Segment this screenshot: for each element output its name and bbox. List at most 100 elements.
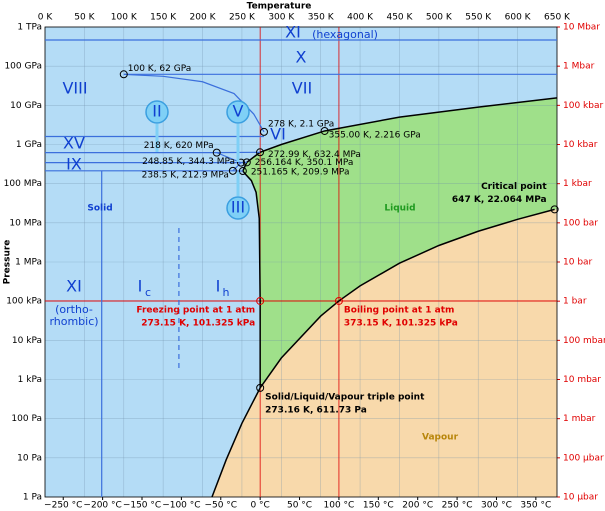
x-tick-label: 450 K	[386, 13, 413, 23]
x2-tick-label: 350 °C	[520, 501, 551, 511]
x2-tick-label: 250 °C	[442, 501, 473, 511]
point-label: 100 K, 62 GPa	[128, 64, 191, 74]
point	[228, 166, 237, 175]
grid	[44, 26, 560, 500]
x-tick-label: 200 K	[190, 13, 217, 23]
phase-boundary	[211, 387, 261, 498]
point	[212, 148, 221, 157]
y2-tick-label: 1 kbar	[563, 179, 592, 189]
y2-tick-label: 100 mbar	[563, 336, 605, 346]
y-label: Pressure	[3, 240, 13, 285]
point	[334, 296, 343, 305]
region-label: I	[138, 277, 143, 296]
point-label: 373.15 K, 101.325 kPa	[344, 318, 458, 328]
x2-tick-label: −200 °C	[83, 501, 121, 511]
y-tick-label: 100 GPa	[4, 62, 42, 72]
x2-tick-label: 150 °C	[363, 501, 394, 511]
point-label: 248.85 K, 344.3 MPa	[142, 157, 235, 167]
y-tick-label: 100 MPa	[4, 179, 42, 189]
x2-tick-label: −250 °C	[44, 501, 82, 511]
x-tick-label: 100 K	[111, 13, 138, 23]
point	[256, 148, 265, 157]
x-tick-label: 400 K	[347, 13, 374, 23]
y-tick-label: 1 kPa	[18, 375, 42, 385]
y-tick-label: 10 GPa	[10, 101, 42, 111]
point-name: Solid/Liquid/Vapour triple point	[265, 392, 425, 402]
region-label: h	[223, 286, 230, 299]
point-label: 238.5 K, 212.9 MPa	[142, 170, 229, 180]
y2-tick-label: 10 kbar	[563, 140, 598, 150]
y2-tick-label: 100 kbar	[563, 101, 603, 111]
y2-tick-label: 1 Mbar	[563, 62, 595, 72]
point	[237, 158, 246, 167]
x-tick-label: 0 K	[38, 13, 54, 23]
region-label: XI	[285, 23, 301, 42]
region-label: VI	[270, 125, 286, 144]
region-label: VIII	[62, 79, 87, 98]
point	[119, 70, 128, 79]
point	[259, 127, 268, 136]
point-label: 647 K, 22.064 MPa	[452, 195, 547, 205]
x-tick-label: 500 K	[426, 13, 453, 23]
point-label: 355.00 K, 2.216 GPa	[329, 130, 421, 140]
y2-tick-label: 10 μbar	[563, 493, 598, 503]
y-tick-label: 1 Pa	[23, 493, 42, 503]
region-label: I	[216, 277, 221, 296]
point-name: Boiling point at 1 atm	[344, 305, 455, 315]
x2-tick-label: 200 °C	[402, 501, 433, 511]
phase-label: Solid	[87, 204, 112, 214]
point-label: 272.99 K, 632.4 MPa	[268, 150, 361, 160]
x2-tick-label: −50 °C	[204, 501, 237, 511]
point-label: 273.16 K, 611.73 Pa	[265, 405, 367, 415]
x2-tick-label: 100 °C	[324, 501, 355, 511]
region-label: XI	[66, 277, 82, 296]
y-tick-label: 10 MPa	[9, 218, 42, 228]
x-tick-label: 250 K	[229, 13, 256, 23]
chart-title: Temperature	[247, 2, 312, 12]
region-label: X	[296, 48, 307, 67]
y2-tick-label: 100 bar	[563, 218, 598, 228]
x2-tick-label: 300 °C	[481, 501, 512, 511]
point	[320, 126, 329, 135]
x2-tick-label: −150 °C	[123, 501, 161, 511]
y2-tick-label: 10 mbar	[563, 375, 601, 385]
point-label: 251.165 K, 209.9 MPa	[251, 168, 350, 178]
region-label: rhombic)	[49, 315, 98, 328]
ice-circle	[226, 196, 250, 220]
phase-boundary	[232, 162, 242, 172]
point	[550, 205, 559, 214]
x2-tick-label: 50 °C	[287, 501, 312, 511]
x-tick-label: 550 K	[465, 13, 492, 23]
x-tick-label: 600 K	[505, 13, 532, 23]
phase-region	[211, 209, 557, 497]
region-label: V	[233, 102, 244, 121]
y-tick-label: 1 TPa	[17, 23, 42, 33]
point-label: 273.15 K, 101.325 kPa	[141, 318, 255, 328]
region-label: (hexagonal)	[312, 28, 378, 41]
region-label: (ortho-	[55, 303, 93, 316]
y-tick-label: 100 kPa	[6, 297, 42, 307]
region-label: c	[145, 286, 151, 299]
x-tick-label: 300 K	[268, 13, 295, 23]
point-label: 278 K, 2.1 GPa	[268, 119, 334, 129]
x-tick-label: 650 K	[544, 13, 571, 23]
point	[256, 296, 265, 305]
y-tick-label: 10 kPa	[12, 336, 42, 346]
ice-circle	[145, 100, 169, 124]
region-label: II	[152, 102, 161, 121]
x-tick-label: 50 K	[74, 13, 95, 23]
phase-boundary	[241, 97, 558, 388]
phase-boundary	[259, 208, 555, 389]
y2-tick-label: 1 mbar	[563, 414, 596, 424]
y-tick-label: 1 MPa	[15, 258, 42, 268]
point-label: 256.164 K, 350.1 MPa	[255, 158, 354, 168]
x2-tick-label: −100 °C	[162, 501, 200, 511]
ice-circle	[226, 100, 250, 124]
y2-tick-label: 100 μbar	[563, 453, 604, 463]
phase-label: Liquid	[384, 204, 415, 214]
point	[242, 158, 251, 167]
point-name: Freezing point at 1 atm	[136, 305, 255, 315]
y2-tick-label: 10 bar	[563, 258, 593, 268]
region-label: XV	[63, 134, 85, 153]
